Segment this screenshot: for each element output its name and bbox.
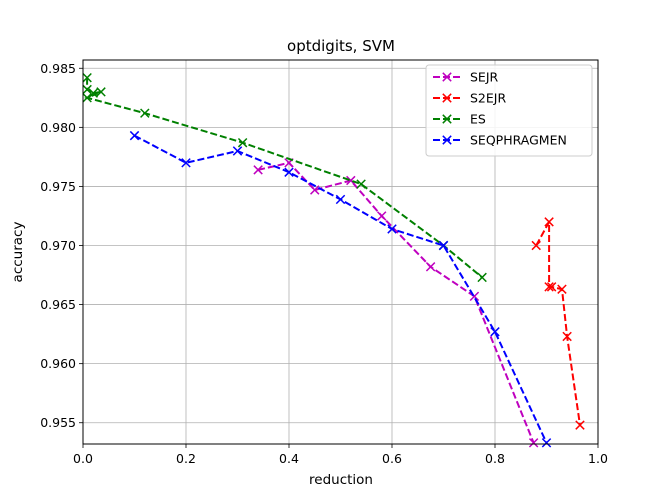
y-tick-label: 0.960 — [40, 356, 76, 371]
legend-marker-es — [442, 114, 452, 124]
legend-label-s2ejr: S2EJR — [470, 91, 506, 106]
data-point-sejr — [528, 438, 539, 448]
plot-area-frame — [82, 59, 599, 445]
data-point-es — [477, 272, 487, 283]
data-point-seqphragmen — [284, 167, 294, 177]
x-tick-label: 0.0 — [73, 451, 93, 466]
data-point-s2ejr — [544, 217, 554, 227]
legend-entry-s2ejr: S2EJR — [433, 91, 506, 106]
legend-marker-seqphragmen — [442, 135, 452, 145]
data-point-s2ejr — [557, 284, 567, 294]
x-tick-label: 0.6 — [382, 451, 402, 466]
legend-marker-sejr — [442, 72, 452, 82]
data-point-es — [82, 84, 92, 95]
legend-entry-seqphragmen: SEQPHRAGMEN — [433, 133, 567, 148]
y-tick-label: 0.980 — [40, 120, 76, 135]
series-seqphragmen — [129, 130, 552, 448]
data-point-s2ejr — [531, 240, 541, 251]
y-tick-label: 0.985 — [40, 61, 76, 76]
data-point-sejr — [346, 175, 356, 186]
data-point-es — [82, 72, 92, 83]
data-point-s2ejr — [544, 282, 554, 292]
y-axis-title: accuracy — [10, 222, 26, 283]
legend-entry-sejr: SEJR — [433, 70, 499, 85]
y-tick-label: 0.965 — [40, 297, 76, 312]
data-point-sejr — [425, 262, 436, 272]
data-point-seqphragmen — [232, 146, 243, 156]
data-point-s2ejr — [562, 331, 572, 342]
y-axis: 0.955 0.960 0.965 0.970 0.975 0.980 0.985 — [40, 61, 83, 430]
data-point-es — [237, 137, 248, 148]
x-tick-label: 0.4 — [279, 451, 299, 466]
x-axis-title: reduction — [309, 472, 373, 488]
series-line-es — [84, 77, 483, 279]
data-point-es — [88, 88, 99, 98]
legend-entry-es: ES — [433, 112, 486, 127]
data-point-s2ejr — [575, 420, 585, 430]
data-point-sejr — [310, 185, 320, 195]
data-point-seqphragmen — [438, 240, 449, 251]
legend-marker-s2ejr — [442, 93, 452, 103]
series-line-sejr — [257, 161, 535, 444]
legend-label-es: ES — [470, 112, 486, 127]
data-point-es — [82, 93, 92, 103]
series-s2ejr — [531, 217, 585, 430]
x-tick-label: 0.8 — [485, 451, 505, 466]
data-point-es — [140, 108, 150, 118]
data-point-es — [96, 87, 106, 97]
legend-label-seqphragmen: SEQPHRAGMEN — [470, 133, 567, 148]
data-point-seqphragmen — [541, 438, 552, 448]
legend-box — [425, 64, 593, 157]
series-sejr — [253, 158, 539, 448]
data-point-seqphragmen — [490, 327, 500, 337]
chart-title: optdigits, SVM — [287, 37, 395, 55]
data-point-seqphragmen — [181, 158, 191, 168]
x-tick-label: 0.2 — [176, 451, 196, 466]
data-point-es — [356, 179, 366, 189]
series-line-s2ejr — [535, 221, 581, 426]
legend-label-sejr: SEJR — [470, 70, 499, 85]
data-point-sejr — [253, 165, 263, 175]
y-tick-label: 0.970 — [40, 238, 76, 253]
data-point-seqphragmen — [335, 194, 346, 205]
y-tick-label: 0.975 — [40, 179, 76, 194]
data-point-seqphragmen — [387, 224, 397, 234]
series-layer — [82, 72, 585, 448]
legend: SEJR S2EJR ES SEQPHRAGMEN — [425, 64, 593, 157]
y-tick-label: 0.955 — [40, 415, 76, 430]
x-tick-label: 1.0 — [588, 451, 608, 466]
data-point-seqphragmen — [129, 130, 140, 141]
data-point-s2ejr — [546, 282, 557, 292]
x-axis: 0.0 0.2 0.4 0.6 0.8 1.0 — [73, 444, 608, 466]
series-line-seqphragmen — [134, 134, 548, 444]
data-point-sejr — [376, 211, 387, 221]
